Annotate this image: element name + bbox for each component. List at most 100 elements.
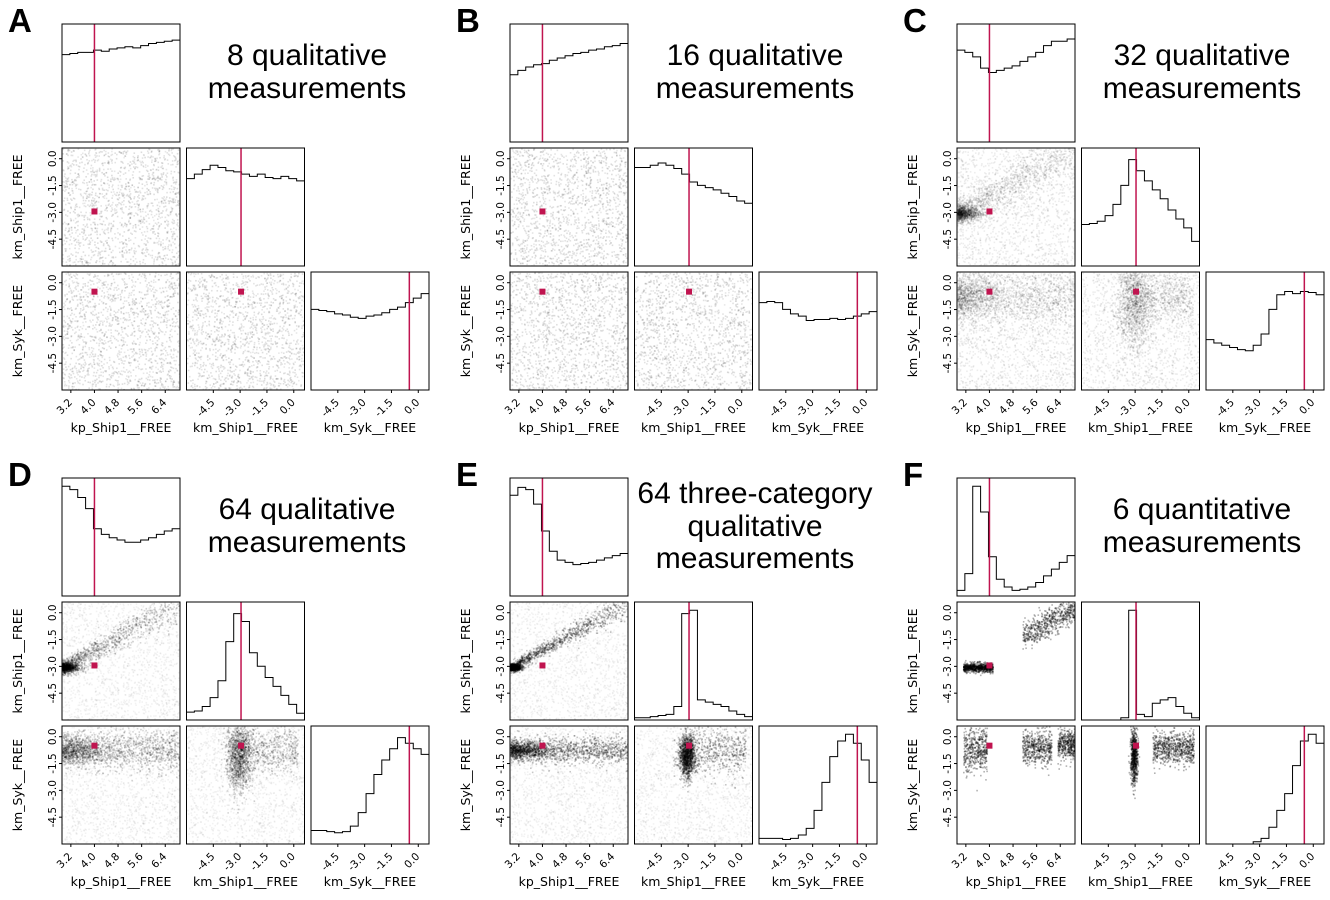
density-point [513, 180, 515, 182]
density-point [68, 202, 70, 204]
density-point [151, 285, 153, 287]
density-point [255, 306, 257, 308]
density-point [602, 151, 604, 153]
density-point [277, 342, 279, 344]
density-point [289, 385, 291, 387]
density-point [235, 292, 237, 294]
density-point [138, 325, 140, 327]
density-point [272, 378, 274, 380]
density-point [86, 260, 88, 262]
density-point [74, 261, 76, 263]
density-point [288, 357, 290, 359]
density-point [169, 319, 171, 321]
density-point [278, 367, 280, 369]
density-point [87, 163, 89, 165]
density-point [231, 292, 233, 294]
density-point [66, 333, 68, 335]
density-point [269, 323, 271, 325]
density-point [248, 278, 250, 280]
density-point [271, 287, 273, 289]
density-point [123, 340, 125, 342]
density-point [95, 195, 97, 197]
density-point [177, 225, 179, 227]
density-point [140, 369, 142, 371]
density-point [593, 261, 595, 263]
density-point [295, 293, 297, 295]
density-point [615, 206, 617, 208]
density-point [141, 164, 143, 166]
density-point [77, 339, 79, 341]
density-point [158, 338, 160, 340]
density-point [261, 384, 263, 386]
density-point [224, 367, 226, 369]
density-point [132, 300, 134, 302]
density-point [96, 173, 98, 175]
density-point [601, 243, 603, 245]
density-point [194, 350, 196, 352]
density-point [83, 308, 85, 310]
density-point [242, 330, 244, 332]
density-point [272, 328, 274, 330]
density-point [150, 376, 152, 378]
density-point [66, 178, 68, 180]
density-point [137, 155, 139, 157]
density-point [526, 188, 528, 190]
density-point [158, 382, 160, 384]
density-point [209, 358, 211, 360]
density-point [140, 335, 142, 337]
density-point [613, 178, 615, 180]
density-point [199, 278, 201, 280]
density-point [202, 286, 204, 288]
density-point [93, 375, 95, 377]
density-point [194, 330, 196, 332]
density-point [129, 316, 131, 318]
density-point [220, 384, 222, 386]
density-point [240, 341, 242, 343]
density-point [86, 237, 88, 239]
density-point [150, 229, 152, 231]
density-point [177, 352, 179, 354]
density-point [110, 205, 112, 207]
density-point [75, 316, 77, 318]
density-point [224, 284, 226, 286]
density-point [258, 338, 260, 340]
density-point [515, 215, 517, 217]
density-point [253, 283, 255, 285]
density-point [518, 200, 520, 202]
density-point [116, 206, 118, 208]
density-point [279, 360, 281, 362]
density-point [125, 186, 127, 188]
density-point [132, 304, 134, 306]
density-point [78, 242, 80, 244]
density-point [577, 187, 579, 189]
density-point [252, 322, 254, 324]
density-point [177, 219, 179, 221]
density-point [229, 334, 231, 336]
density-point [301, 327, 303, 329]
density-point [176, 224, 178, 226]
density-point [66, 248, 68, 250]
density-point [120, 273, 122, 275]
density-point [170, 378, 172, 380]
density-point [92, 240, 94, 242]
density-point [241, 325, 243, 327]
density-point [209, 350, 211, 352]
density-point [176, 236, 178, 238]
density-point [271, 383, 273, 385]
density-point [221, 323, 223, 325]
density-point [104, 334, 106, 336]
density-point [202, 277, 204, 279]
density-point [126, 286, 128, 288]
density-point [285, 330, 287, 332]
density-point [166, 352, 168, 354]
density-point [107, 298, 109, 300]
density-point [245, 311, 247, 313]
density-point [100, 181, 102, 183]
density-point [189, 321, 191, 323]
density-point [142, 234, 144, 236]
density-point [258, 343, 260, 345]
density-point [177, 188, 179, 190]
density-point [220, 345, 222, 347]
density-point [281, 331, 283, 333]
density-point [135, 281, 137, 283]
